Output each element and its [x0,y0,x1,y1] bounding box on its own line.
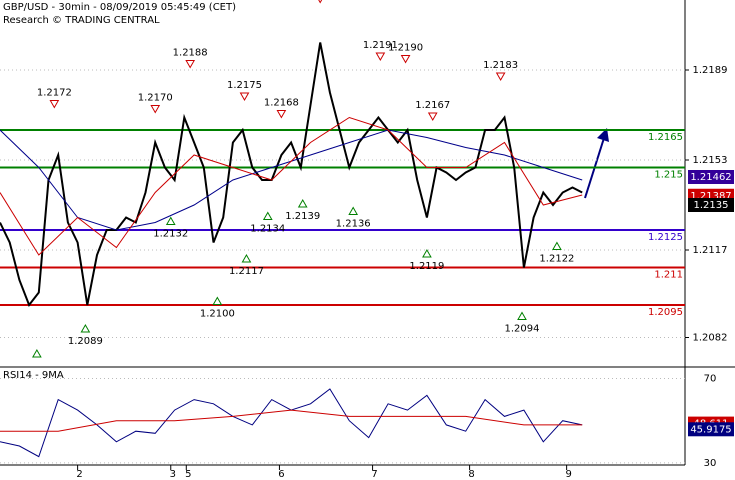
low-marker [422,248,432,258]
low-label: 1.2100 [200,309,235,320]
low-marker [348,206,359,215]
low-label: 1.2089 [68,336,103,347]
low-marker [552,241,562,250]
x-tick-label: 7 [371,469,377,480]
low-label: 1.2136 [336,219,371,230]
high-label: 1.2190 [388,43,423,54]
high-label: 1.2191 [363,40,398,51]
x-tick-label: 6 [278,469,284,480]
high-label: 1.2172 [37,88,72,99]
forecast-arrow-head [597,128,609,142]
x-tick-label: 9 [565,469,571,480]
high-marker [239,92,250,102]
low-label: 1.2134 [250,224,285,235]
price-box [688,422,734,437]
high-label: 1.2188 [173,48,208,59]
level-label: 1.211 [654,270,683,281]
high-marker [276,110,287,119]
low-marker [32,348,42,358]
chart-subtitle: Research © TRADING CENTRAL [3,15,160,26]
chart-title: GBP/USD - 30min - 08/09/2019 05:45:49 (C… [3,2,236,13]
low-label: 1.2117 [229,266,264,277]
price-line [0,42,583,308]
low-label: 1.2094 [504,324,539,335]
high-label: 1.2168 [264,98,299,109]
x-tick-label: 5 [185,469,191,480]
low-marker [241,253,252,263]
high-label: 1.2167 [415,100,450,111]
rsi-title: RSI14 - 9MA [3,370,64,381]
low-marker [517,311,527,320]
x-tick-label: 3 [170,469,176,480]
y-tick-label: 1.2117 [693,245,728,256]
high-label: 1.2183 [483,60,518,71]
low-label: 1.2119 [409,261,444,272]
y-tick-label: 1.2082 [693,333,728,344]
price-box-label: 1.21462 [690,172,731,183]
high-marker [49,100,60,109]
low-label: 1.2139 [285,211,320,222]
high-marker [495,72,506,82]
price-box [688,198,734,212]
high-marker [427,112,438,122]
low-label: 1.2122 [539,254,574,265]
price-box-label: 1.2135 [694,200,729,211]
level-label: 1.2095 [648,307,683,318]
low-marker [297,198,308,208]
price-box-label: 45.9175 [690,424,731,435]
y-tick-label: 1.2153 [693,155,728,166]
high-marker [400,55,411,64]
level-label: 1.215 [654,170,683,181]
y-tick-label: 30 [704,458,717,469]
high-marker [375,52,386,62]
low-marker [165,216,176,225]
level-label: 1.2165 [648,132,683,143]
high-marker [185,60,196,69]
level-label: 1.2125 [648,232,683,243]
x-tick-label: 8 [468,469,474,480]
high-marker [150,105,161,114]
high-label: 1.2170 [138,93,173,104]
low-label: 1.2132 [153,229,188,240]
y-tick-label: 70 [704,373,717,384]
price-box [688,170,734,184]
x-tick-label: 2 [76,469,82,480]
low-marker [212,296,223,305]
high-label: 1.2175 [227,80,262,91]
low-marker [80,323,91,333]
ma-line [0,116,583,256]
y-tick-label: 1.2189 [693,65,728,76]
price-box-label: 1.21387 [690,191,731,202]
low-marker [262,211,273,220]
rsi-line [0,409,583,432]
